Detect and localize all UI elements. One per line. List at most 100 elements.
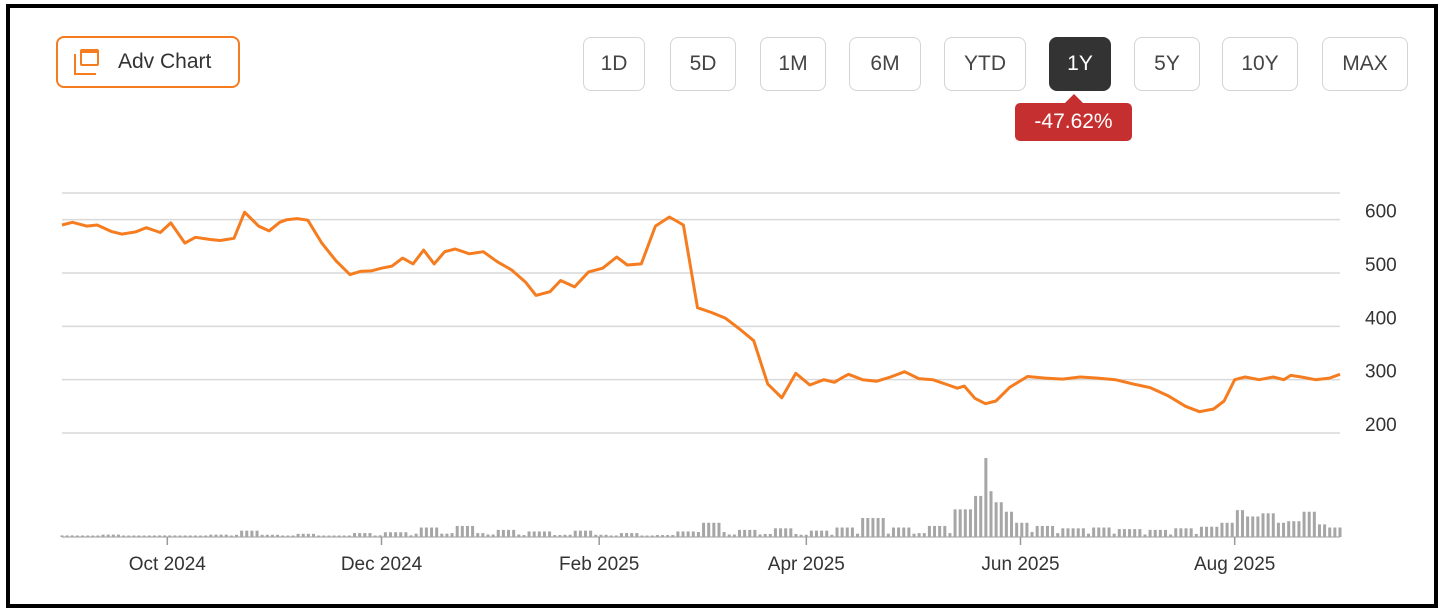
volume-bar (763, 533, 767, 537)
volume-bar (342, 535, 346, 537)
volume-bar (948, 533, 952, 537)
volume-bar (1328, 527, 1332, 537)
volume-bar (173, 535, 177, 537)
volume-bar (1333, 527, 1337, 537)
volume-bar (116, 534, 120, 537)
volume-bar (1215, 526, 1219, 537)
volume-bar (152, 535, 156, 537)
range-6m-button[interactable]: 6M (849, 37, 921, 91)
volume-bar (1174, 528, 1178, 537)
volume-bar (650, 535, 654, 537)
volume-bar (394, 532, 398, 537)
volume-bar (188, 535, 192, 537)
volume-bar (578, 530, 582, 537)
y-tick-label: 300 (1365, 362, 1397, 383)
volume-bar (1081, 528, 1085, 537)
y-tick-label: 400 (1365, 308, 1397, 329)
volume-bar (758, 534, 762, 537)
volume-bar (917, 533, 921, 537)
volume-bar (1323, 524, 1327, 537)
range-1d-button[interactable]: 1D (583, 37, 645, 91)
volume-bar (86, 535, 90, 537)
volume-bar (666, 535, 670, 537)
volume-bar (1276, 522, 1280, 537)
volume-bar (306, 533, 310, 537)
volume-bar (496, 529, 500, 537)
volume-bar (866, 518, 870, 537)
volume-bar (963, 509, 967, 537)
volume-bar (727, 534, 731, 537)
volume-bar (250, 530, 254, 537)
volume-bar (589, 530, 593, 537)
volume-bar (419, 527, 423, 537)
volume-bar (902, 527, 906, 537)
volume-bar (1066, 528, 1070, 537)
volume-bar (748, 529, 752, 537)
x-tick-label: Apr 2025 (768, 554, 845, 575)
volume-bar (96, 535, 100, 537)
volume-bar (1122, 529, 1126, 537)
volume-bar (301, 533, 305, 537)
volume-bar (106, 534, 110, 537)
volume-bar (1107, 527, 1111, 537)
range-1y-button[interactable]: 1Y (1049, 37, 1111, 91)
volume-bar (1282, 522, 1286, 537)
volume-bar (311, 533, 315, 537)
volume-bar (260, 534, 264, 537)
volume-bar (1097, 527, 1101, 537)
volume-bar (491, 534, 495, 537)
volume-bar (548, 531, 552, 537)
volume-bar (481, 533, 485, 537)
volume-bar (1261, 513, 1265, 537)
volume-bar (1225, 522, 1229, 537)
volume-bar (527, 531, 531, 537)
range-5d-button[interactable]: 5D (670, 37, 736, 91)
volume-bar (717, 522, 721, 537)
volume-bar (465, 525, 469, 537)
volume-bar (881, 518, 885, 537)
range-ytd-button[interactable]: YTD (944, 37, 1026, 91)
range-1m-button[interactable]: 1M (760, 37, 826, 91)
volume-bar (1158, 529, 1162, 537)
x-tick-label: Feb 2025 (559, 554, 639, 575)
volume-bar (933, 525, 937, 537)
volume-bar (1061, 528, 1065, 537)
volume-bar (1266, 513, 1270, 537)
volume-bar (876, 518, 880, 537)
volume-bar (1087, 533, 1091, 537)
volume-bar (286, 535, 290, 537)
volume-bar (501, 529, 505, 537)
volume-bar (1004, 511, 1008, 537)
range-5y-button[interactable]: 5Y (1134, 37, 1200, 91)
range-max-button[interactable]: MAX (1322, 37, 1408, 91)
volume-bar (440, 533, 444, 537)
volume-bar (968, 509, 972, 537)
volume-bar (1051, 525, 1055, 537)
volume-bar (507, 529, 511, 537)
volume-bar (1307, 511, 1311, 537)
volume-bar (604, 534, 608, 537)
adv-chart-button[interactable]: Adv Chart (56, 36, 240, 88)
volume-bar (999, 502, 1003, 537)
volume-bar (856, 533, 860, 537)
volume-bar (209, 534, 213, 537)
range-10y-button[interactable]: 10Y (1222, 37, 1298, 91)
volume-bar (270, 534, 274, 537)
volume-bar (1071, 528, 1075, 537)
volume-bar (809, 530, 813, 537)
volume-bar (542, 531, 546, 537)
volume-bar (686, 531, 690, 537)
chart-window-icon (74, 49, 100, 75)
volume-bar (1030, 532, 1034, 537)
volume-bar (1138, 529, 1142, 537)
volume-bar (1025, 522, 1029, 537)
volume-bar (122, 535, 126, 537)
volume-bar (737, 529, 741, 537)
volume-bar (753, 529, 757, 537)
volume-bar (204, 535, 208, 537)
volume-bar (471, 525, 475, 537)
volume-bar (573, 530, 577, 537)
change-badge: -47.62% (1015, 94, 1132, 141)
volume-bar (219, 534, 223, 537)
